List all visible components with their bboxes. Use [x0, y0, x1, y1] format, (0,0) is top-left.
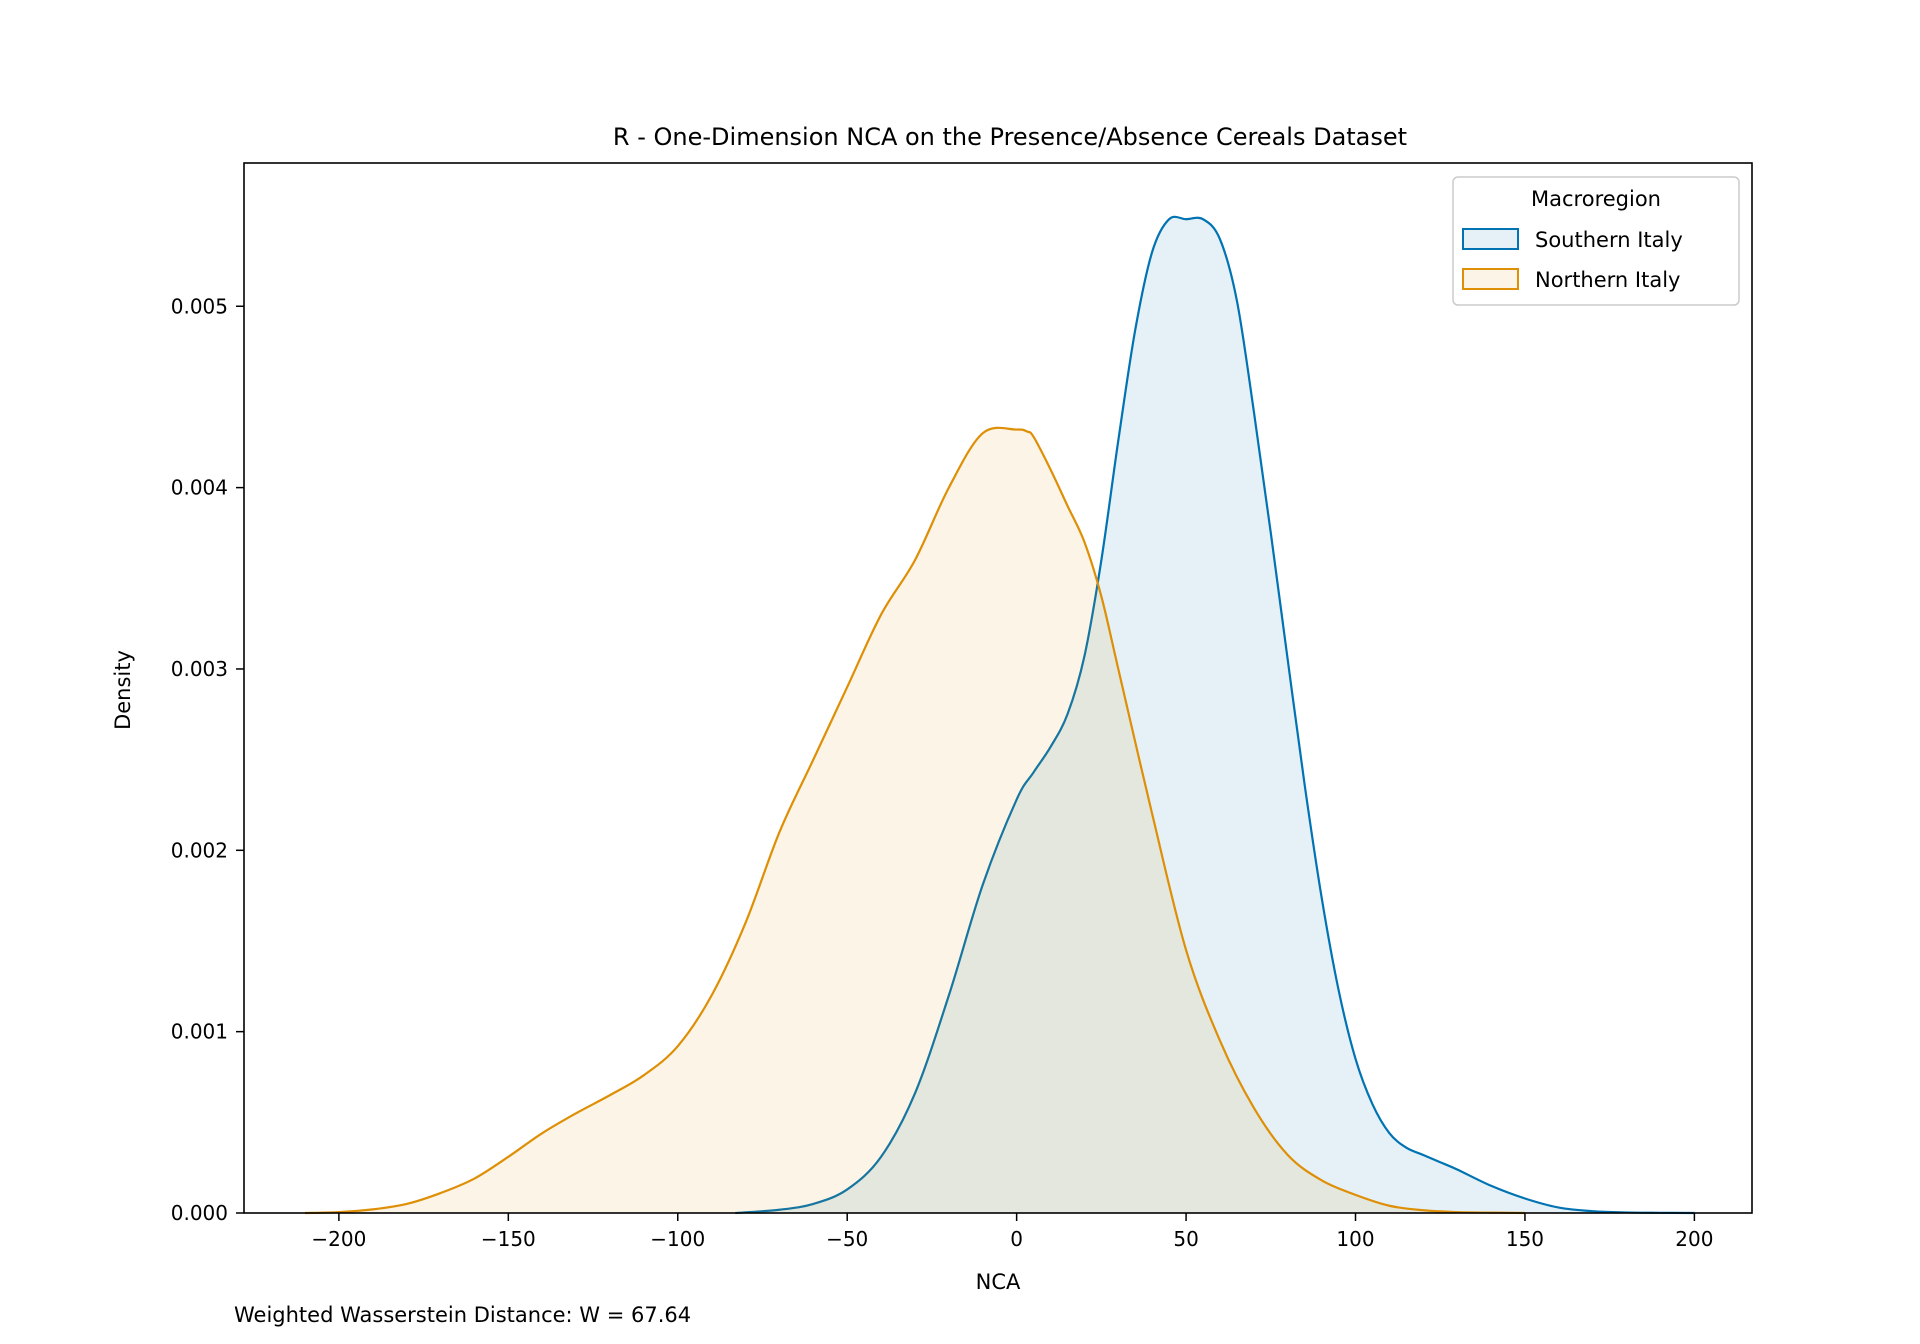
plot-area: −200 −150 −100 −50 0 50 100 150 200 0.0000.0010.…	[171, 162, 1753, 1251]
legend-label-northern-italy: Northern Italy	[1535, 268, 1680, 292]
y-tick-label: 0.002	[171, 838, 228, 862]
axes-frame	[243, 162, 1753, 1214]
y-tick-label: 0.005	[171, 294, 228, 318]
chart-title: R - One-Dimension NCA on the Presence/Ab…	[613, 123, 1407, 151]
y-tick-label: 0.000	[171, 1201, 228, 1225]
southern-italy-density-line	[735, 215, 1695, 1215]
legend-box	[1452, 176, 1740, 306]
x-tick-label: 200	[1675, 1227, 1713, 1251]
y-tick-label: 0.003	[171, 657, 228, 681]
legend-swatch-southern-italy	[1462, 228, 1519, 250]
legend-entries: Southern Italy Northern Italy	[1462, 228, 1683, 292]
x-tick-label: 0	[1010, 1227, 1023, 1251]
y-tick-label: 0.001	[171, 1020, 228, 1044]
y-axis-label: Density	[111, 650, 135, 730]
x-axis-label: NCA	[976, 1270, 1021, 1294]
legend: Macroregion Southern Italy Northern Italy	[1452, 176, 1740, 306]
x-tick-label: −50	[826, 1227, 868, 1251]
x-tick-label: 100	[1336, 1227, 1374, 1251]
legend-title: Macroregion	[1531, 187, 1661, 211]
wasserstein-annotation: Weighted Wasserstein Distance: W = 67.64	[234, 1303, 691, 1327]
legend-label-southern-italy: Southern Italy	[1535, 228, 1683, 252]
southern-italy-density-fill	[735, 216, 1695, 1213]
series-layer	[304, 215, 1695, 1215]
y-axis: 0.000 0.001 0.002 0.003 0.004 0.005	[171, 294, 244, 1225]
x-axis: −200 −150 −100 −50 0 50 100 150 200	[311, 1213, 1713, 1251]
y-tick-label: 0.004	[171, 476, 228, 500]
legend-swatch-northern-italy	[1462, 268, 1519, 290]
northern-italy-density-fill	[305, 427, 1525, 1213]
northern-italy-density-line	[304, 426, 1525, 1215]
x-tick-label: 150	[1506, 1227, 1544, 1251]
x-tick-label: −100	[650, 1227, 705, 1251]
x-tick-label: 50	[1173, 1227, 1198, 1251]
x-tick-label: −200	[311, 1227, 366, 1251]
x-tick-label: −150	[481, 1227, 536, 1251]
